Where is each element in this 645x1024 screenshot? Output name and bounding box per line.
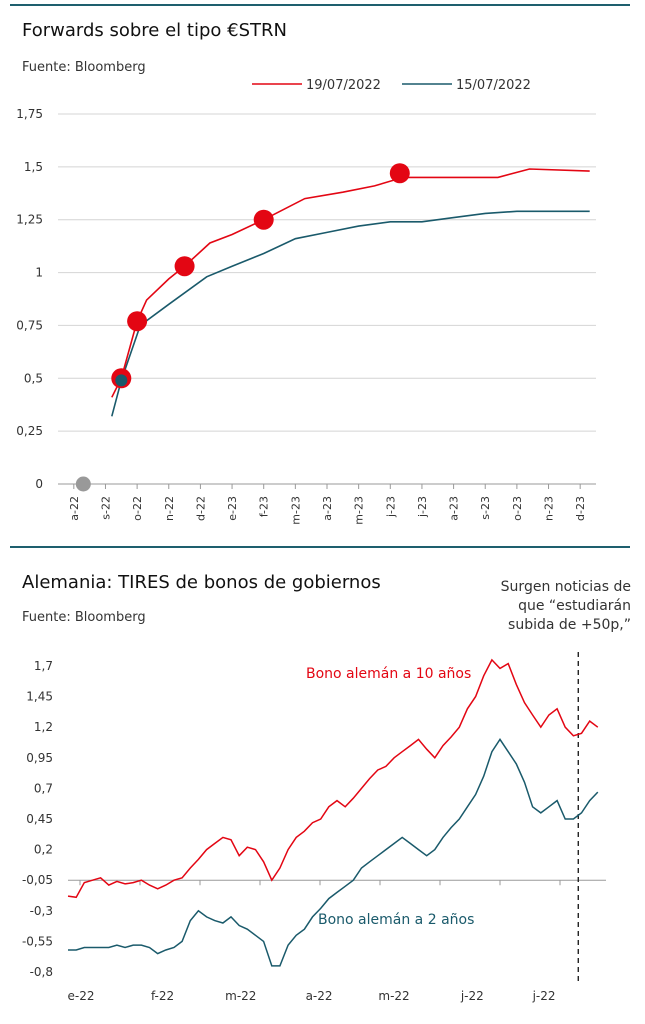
x-tick-label: n-22 <box>163 496 176 521</box>
series-line <box>111 210 590 417</box>
y-tick-label: 1,45 <box>26 690 53 704</box>
y-tick-label: 1,75 <box>16 107 43 121</box>
data-point <box>174 256 195 277</box>
y-tick-label: 0,5 <box>24 371 43 385</box>
data-point <box>253 209 274 230</box>
y-tick-label: 0,45 <box>26 812 53 826</box>
x-tick-label: f-22 <box>151 989 174 1003</box>
y-tick-label: 1 <box>35 266 43 280</box>
x-tick-label: m-23 <box>353 496 366 525</box>
y-tick-label: 1,5 <box>24 160 43 174</box>
x-tick-label: j-23 <box>384 496 397 518</box>
data-point <box>389 163 410 184</box>
annotation-note: Surgen noticias de que “estudiarán subid… <box>500 579 631 633</box>
x-tick-label: e-23 <box>226 496 239 521</box>
x-tick-label: n-23 <box>543 496 556 521</box>
x-tick-label: j-23 <box>416 496 429 518</box>
x-tick-label: d-23 <box>574 496 587 521</box>
x-tick-label: s-23 <box>479 496 492 520</box>
x-tick-label: m-22 <box>378 989 409 1003</box>
y-tick-label: 0,2 <box>34 843 53 857</box>
x-tick-label: a-23 <box>321 496 334 521</box>
series-line <box>111 168 590 398</box>
y-tick-label: -0,8 <box>30 965 53 979</box>
x-tick-label: o-22 <box>131 496 144 521</box>
x-tick-label: a-22 <box>68 496 81 521</box>
top-rule <box>10 4 630 6</box>
x-tick-label: d-22 <box>194 496 207 521</box>
legend-label: 19/07/2022 <box>306 78 381 93</box>
legend-label: 15/07/2022 <box>456 78 531 93</box>
y-tick-label: 1,7 <box>34 659 53 673</box>
section-divider <box>10 546 630 548</box>
y-tick-label: 0,25 <box>16 424 43 438</box>
chart-source: Fuente: Bloomberg <box>22 610 146 625</box>
x-tick-label: a-23 <box>448 496 461 521</box>
y-tick-label: -0,3 <box>30 904 53 918</box>
data-point <box>127 311 148 332</box>
data-point <box>75 476 91 492</box>
x-tick-label: m-22 <box>225 989 256 1003</box>
chart-source: Fuente: Bloomberg <box>22 60 146 75</box>
chart-title: Forwards sobre el tipo €STRN <box>22 20 287 41</box>
series-label: Bono alemán a 2 años <box>318 912 474 928</box>
y-tick-label: -0,55 <box>22 934 53 948</box>
x-tick-label: e-22 <box>68 989 95 1003</box>
data-point <box>115 374 128 387</box>
x-tick-label: j-22 <box>460 989 484 1003</box>
y-tick-label: 1,2 <box>34 720 53 734</box>
x-tick-label: j-22 <box>532 989 556 1003</box>
bond-yields-chart: -0,8 -0,55 -0,3 -0,05 0,2 0,45 0,7 0,95 1,2 1,45 1… <box>22 652 606 1003</box>
y-tick-label: 0,95 <box>26 751 53 765</box>
y-tick-label: 0,75 <box>16 318 43 332</box>
series-line <box>67 658 599 899</box>
y-tick-label: 1,25 <box>16 213 43 227</box>
x-tick-label: a-22 <box>306 989 333 1003</box>
y-tick-label: 0,7 <box>34 781 53 795</box>
y-tick-label: 0 <box>35 477 43 491</box>
series-line <box>68 738 599 967</box>
series-label: Bono alemán a 10 años <box>306 666 471 682</box>
chart-title: Alemania: TIRES de bonos de gobiernos <box>22 572 381 593</box>
y-tick-label: -0,05 <box>22 873 53 887</box>
forwards-chart: 0 0,25 0,5 0,75 1 1,25 1,5 1,75 a-22 s-22 o-22 n-22… <box>16 78 596 525</box>
x-tick-label: f-23 <box>258 496 271 517</box>
x-tick-label: s-22 <box>99 496 112 520</box>
x-tick-label: m-23 <box>289 496 302 525</box>
x-tick-label: o-23 <box>511 496 524 521</box>
